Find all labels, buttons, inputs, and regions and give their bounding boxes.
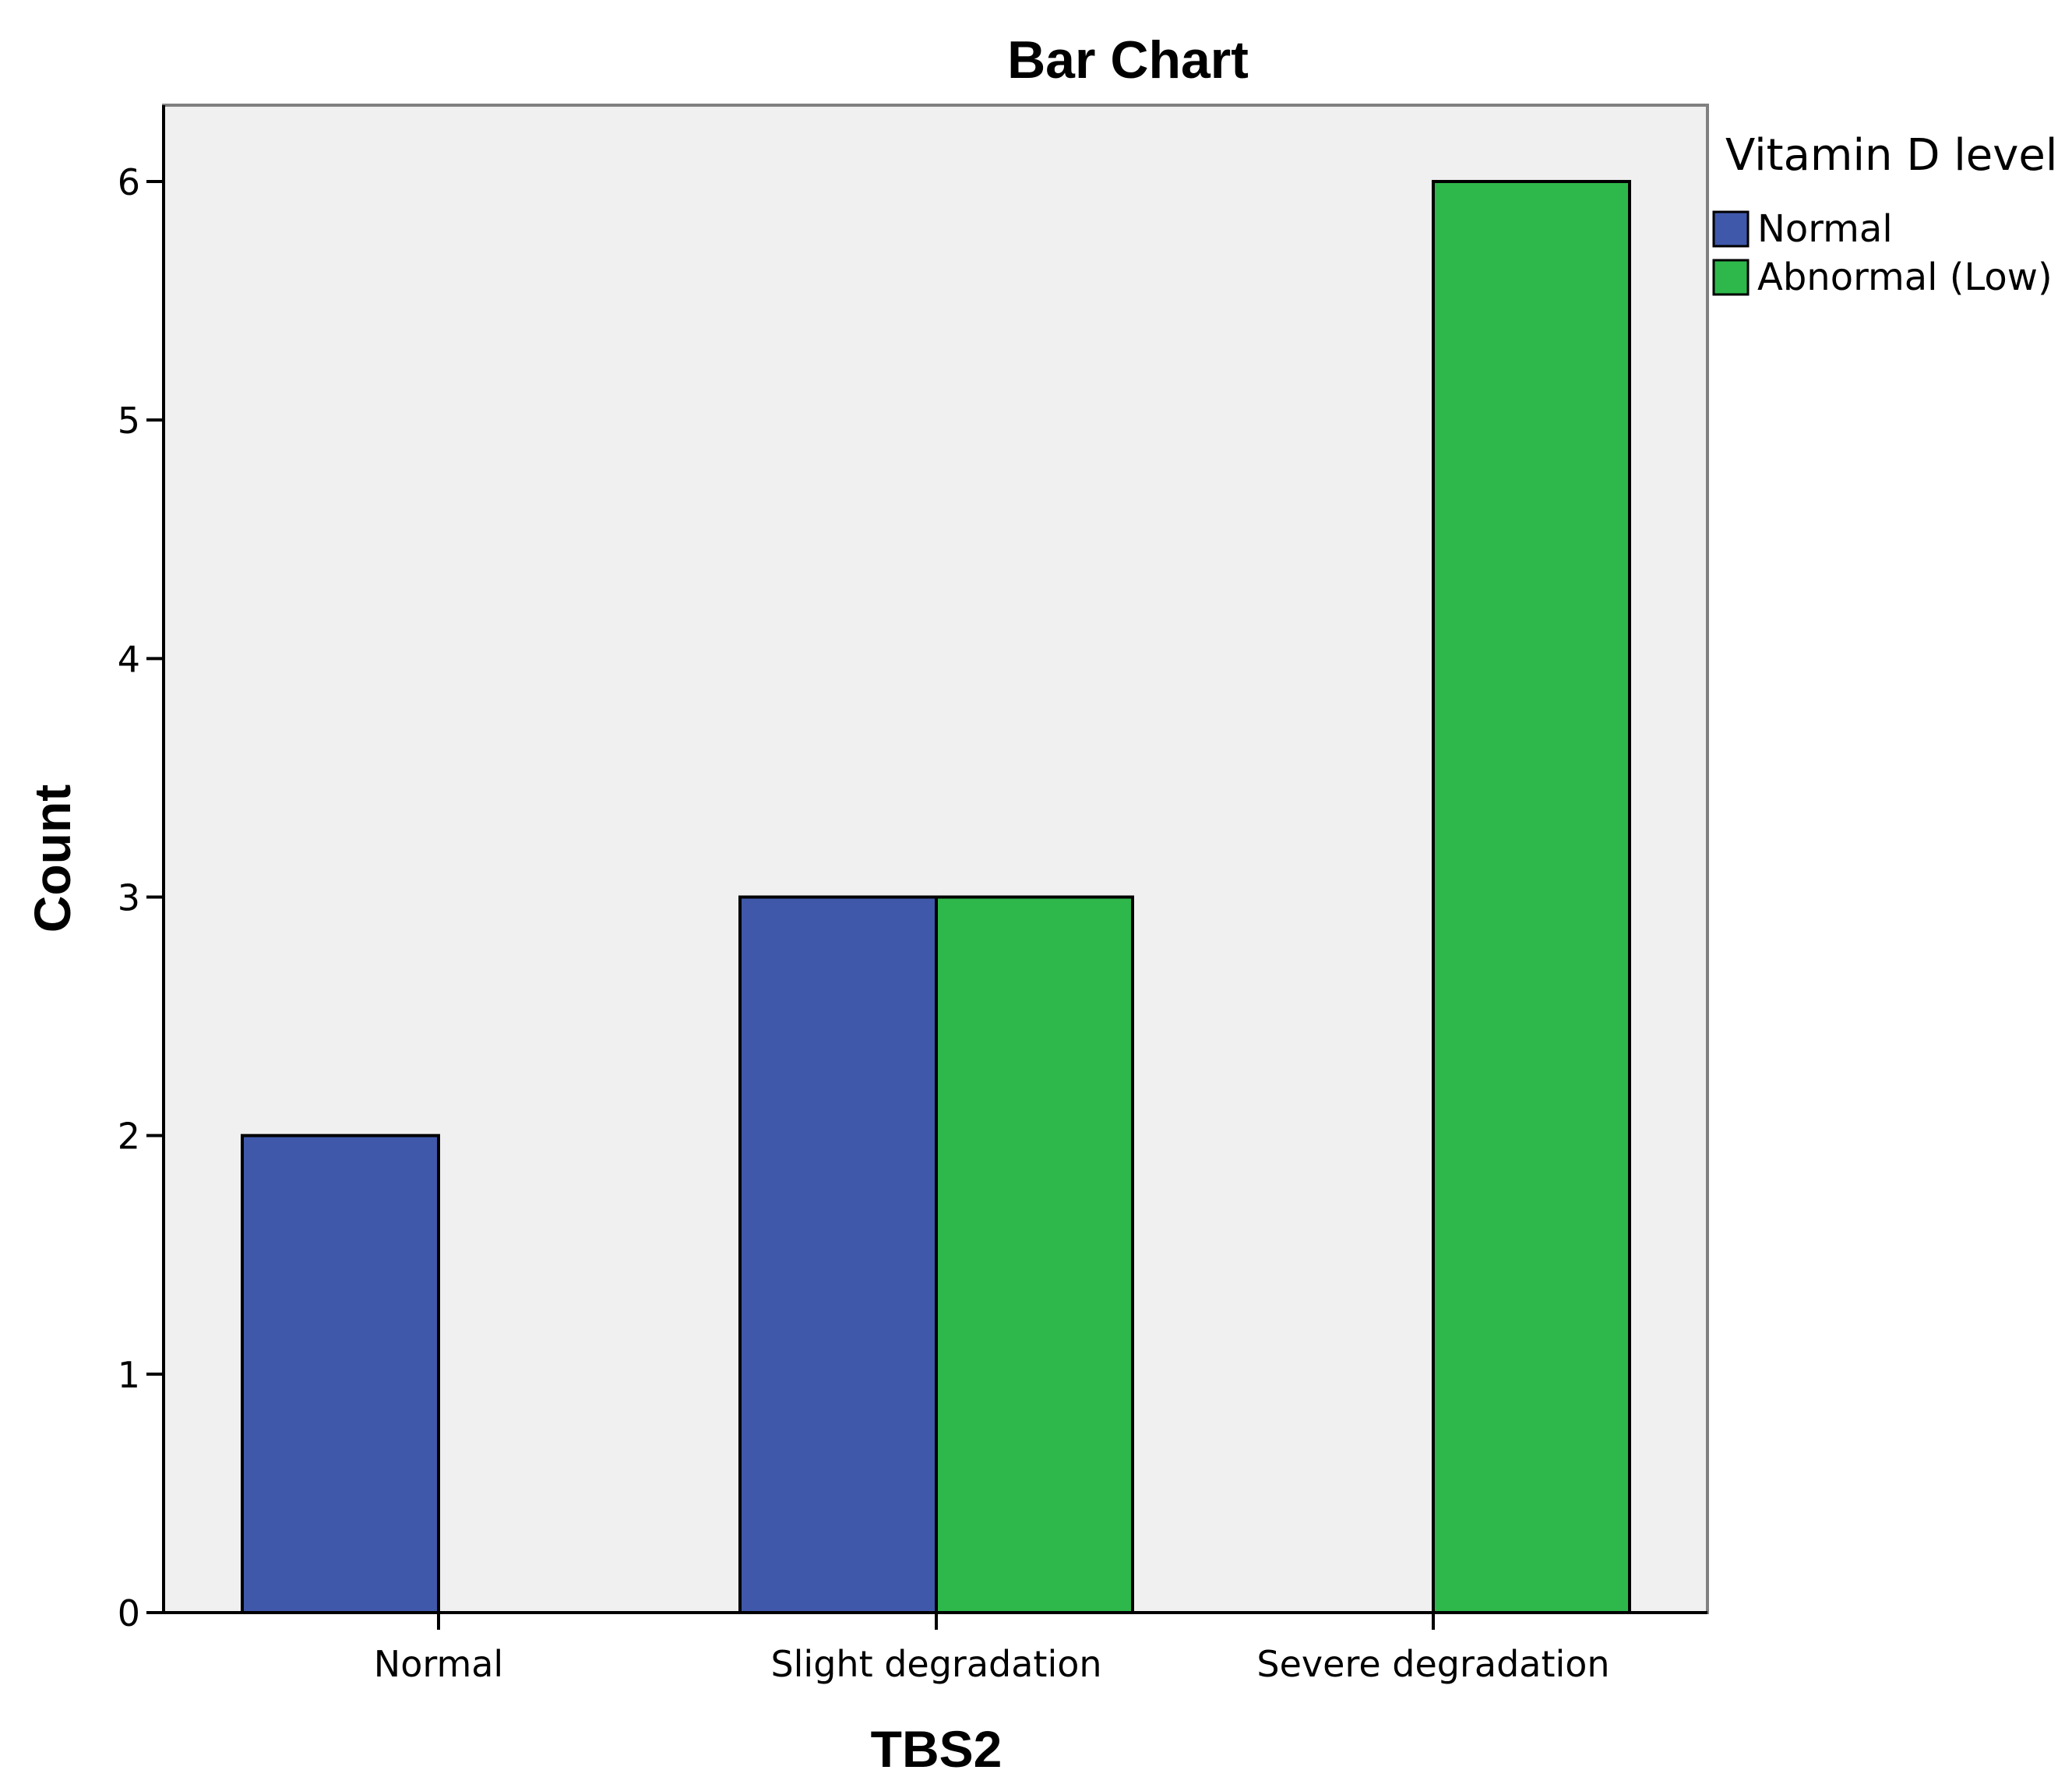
legend: Vitamin D level Normal Abnormal (Low)	[1712, 130, 2057, 299]
x-tick-label: Slight degradation	[770, 1643, 1101, 1685]
x-axis: Normal Slight degradation Severe degradati…	[164, 1611, 1707, 1685]
x-tick-label: Normal	[374, 1643, 503, 1685]
y-tick-label: 5	[118, 400, 140, 442]
bars	[241, 179, 1631, 1614]
chart-title: Bar Chart	[1007, 30, 1249, 90]
bar	[1432, 179, 1631, 1614]
y-tick-label: 3	[118, 876, 140, 918]
y-tick-label: 1	[118, 1354, 140, 1396]
x-axis-title: TBS2	[871, 1720, 1003, 1778]
bar	[935, 895, 1134, 1614]
x-tick-label: Severe degradation	[1256, 1643, 1609, 1685]
y-axis-title: Count	[23, 784, 81, 933]
legend-swatch	[1712, 259, 1750, 296]
y-axis: 0 1 2 3 4 5 6	[118, 105, 165, 1634]
bar	[241, 1134, 440, 1614]
y-tick-label: 0	[118, 1592, 140, 1634]
y-tick-label: 4	[118, 638, 140, 680]
legend-label: Normal	[1757, 207, 1893, 251]
legend-swatch	[1712, 210, 1750, 248]
y-tick-label: 6	[118, 161, 140, 203]
legend-items: Normal Abnormal (Low)	[1712, 207, 2053, 299]
legend-label: Abnormal (Low)	[1757, 256, 2053, 299]
bar	[738, 895, 938, 1614]
legend-title: Vitamin D level	[1725, 130, 2057, 181]
y-tick-label: 2	[118, 1116, 140, 1158]
